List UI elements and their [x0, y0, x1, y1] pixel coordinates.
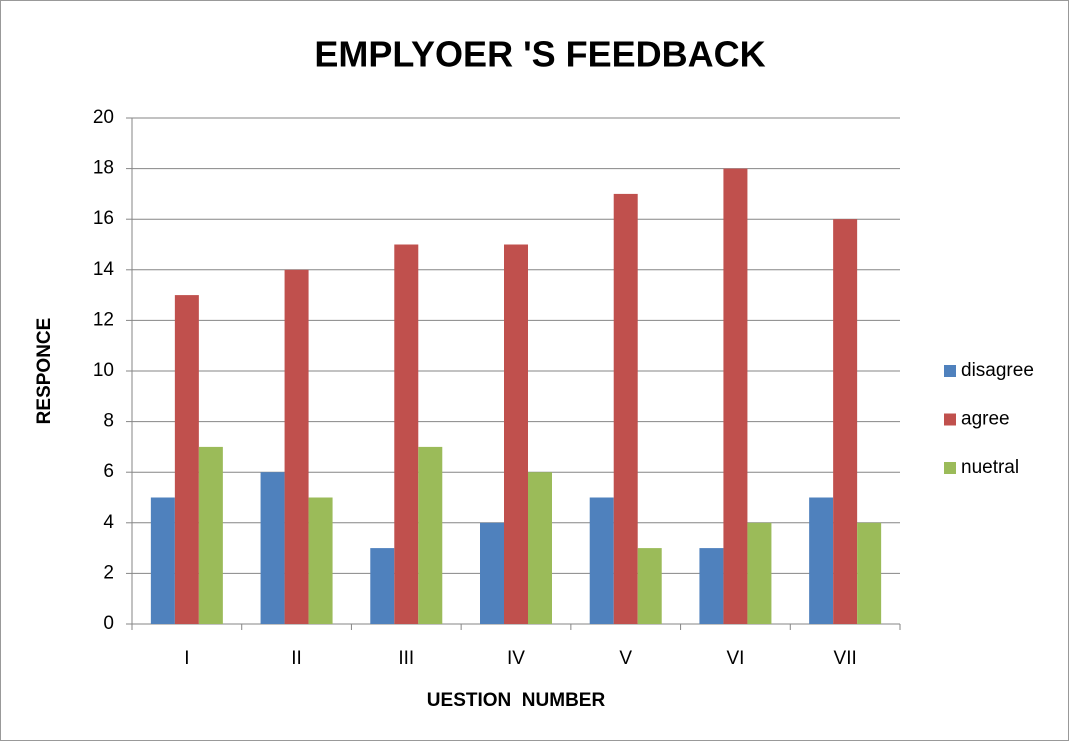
bar [589, 497, 614, 624]
y-axis-label: RESPONCE [34, 318, 55, 425]
bar [150, 497, 175, 624]
y-tick-label: 16 [93, 208, 114, 229]
x-tick-label: III [398, 648, 414, 669]
bar [174, 295, 199, 624]
x-tick-label: IV [507, 648, 525, 669]
x-tick-label: VII [834, 648, 857, 669]
bar [528, 472, 552, 624]
bar [198, 446, 223, 624]
bar [857, 522, 882, 624]
bar [284, 269, 309, 624]
legend-swatch [944, 365, 956, 377]
y-tick-label: 10 [93, 360, 114, 381]
y-tick-label: 18 [93, 158, 114, 179]
bar [809, 497, 834, 624]
chart-title: EMPLYOER 'S FEEDBACK [314, 34, 765, 75]
x-tick-label: I [184, 648, 189, 669]
bar [418, 446, 443, 624]
legend-label: nuetral [961, 457, 1019, 478]
x-tick-label: V [619, 648, 632, 669]
y-tick-label: 4 [103, 512, 114, 533]
bar [833, 219, 858, 624]
x-tick-label: VI [726, 648, 744, 669]
y-tick-label: 12 [93, 309, 114, 330]
bar [480, 522, 504, 624]
y-tick-label: 2 [103, 562, 114, 583]
x-tick-label: II [291, 648, 302, 669]
bar [637, 548, 662, 624]
bar [260, 472, 285, 624]
x-axis-label: UESTION NUMBER [427, 690, 606, 711]
bar [370, 548, 395, 624]
bar [699, 548, 724, 624]
y-tick-label: 0 [103, 613, 114, 634]
bar [747, 522, 772, 624]
legend-swatch [944, 413, 956, 426]
bar [394, 244, 419, 624]
bar [613, 193, 638, 624]
y-tick-label: 8 [103, 411, 114, 432]
bar [504, 244, 528, 624]
bar [308, 497, 333, 624]
y-tick-label: 14 [93, 259, 115, 280]
legend-label: disagree [961, 360, 1034, 381]
bar [723, 168, 748, 624]
legend-label: agree [961, 409, 1010, 430]
y-tick-label: 20 [93, 107, 114, 128]
legend-swatch [944, 462, 956, 474]
y-tick-label: 6 [103, 461, 114, 482]
